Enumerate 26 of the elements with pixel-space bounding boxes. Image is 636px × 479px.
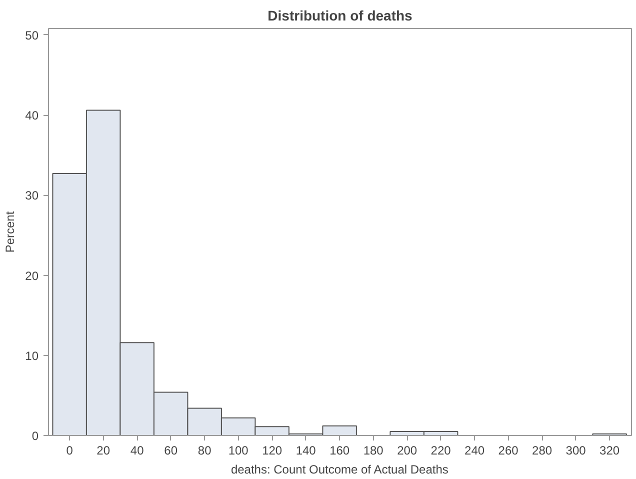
x-tick-label: 80 — [198, 444, 212, 458]
x-tick-label: 260 — [498, 444, 519, 458]
x-tick-label: 0 — [66, 444, 74, 458]
x-tick-label: 160 — [330, 444, 350, 458]
y-tick-label: 0 — [32, 429, 39, 443]
x-axis-title: deaths: Count Outcome of Actual Deaths — [230, 462, 448, 476]
x-tick-label: 240 — [464, 444, 485, 458]
x-tick-label: 60 — [164, 444, 178, 458]
y-tick-label: 50 — [25, 28, 39, 42]
y-tick-label: 30 — [25, 188, 39, 203]
x-tick-label: 220 — [430, 444, 452, 458]
x-tick-label: 40 — [130, 444, 144, 458]
x-tick-label: 180 — [363, 444, 384, 458]
y-tick-label: 10 — [25, 348, 39, 363]
x-tick-label: 140 — [296, 444, 316, 458]
y-axis-title: Percent — [3, 210, 18, 253]
y-tick-label: 40 — [25, 108, 39, 123]
x-tick-label: 20 — [96, 444, 110, 458]
x-tick-label: 120 — [262, 444, 282, 458]
x-tick-label: 300 — [566, 444, 586, 458]
chart-title: Distribution of deaths — [268, 8, 413, 24]
y-tick-label: 20 — [25, 268, 39, 283]
x-tick-label: 320 — [600, 444, 620, 458]
x-tick-label: 280 — [532, 444, 552, 458]
x-tick-label: 200 — [397, 444, 418, 458]
x-tick-label: 100 — [228, 444, 249, 458]
